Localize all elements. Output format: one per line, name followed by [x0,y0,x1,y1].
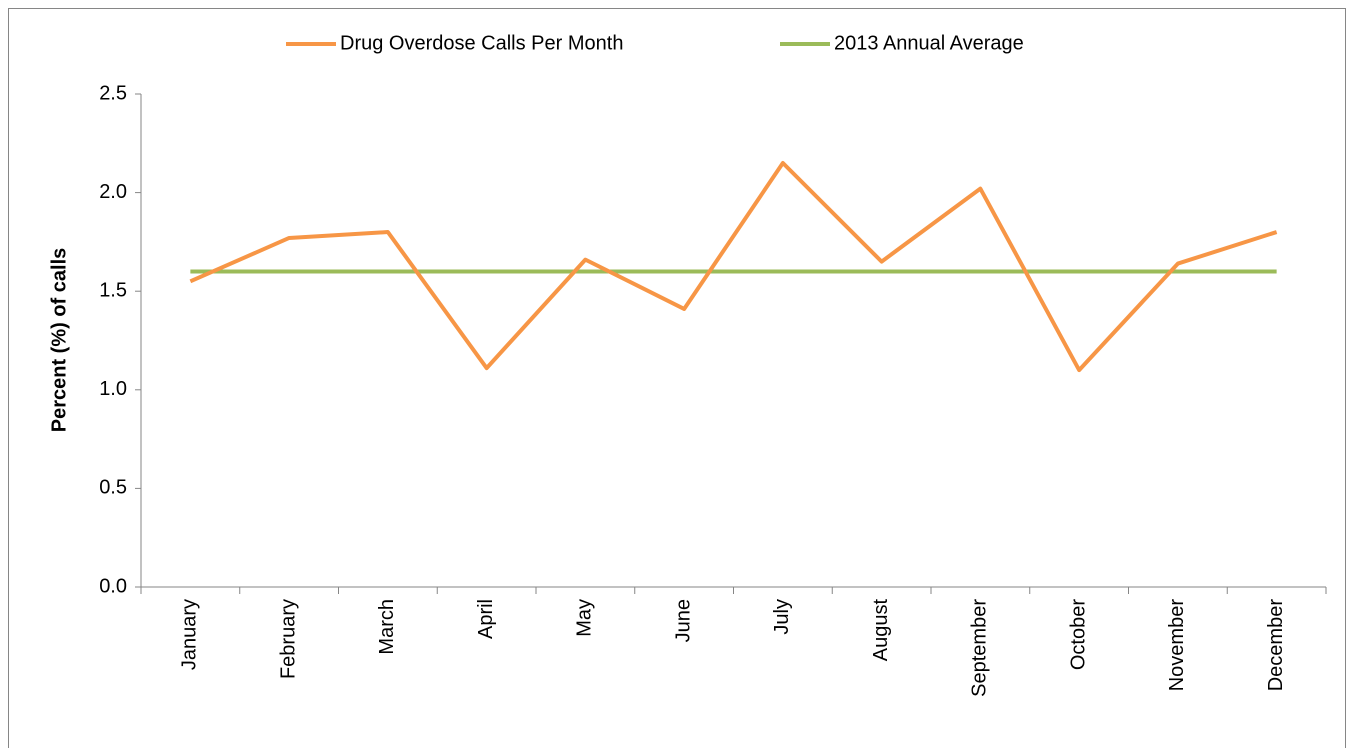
x-tick-label: November [1166,599,1188,692]
chart-frame [8,8,1346,748]
x-tick-label: January [179,599,201,670]
legend-label: Drug Overdose Calls Per Month [340,32,623,54]
x-tick-label: June [672,599,694,642]
x-tick-label: October [1067,599,1089,670]
x-tick-label: March [376,599,398,655]
y-axis-label: Percent (%) of calls [48,248,70,433]
series-line [189,161,1278,373]
y-tick-label: 2.5 [99,82,127,104]
y-tick-label: 2.0 [99,181,127,203]
x-tick-label: May [574,599,596,637]
x-tick-label: August [870,599,892,662]
x-tick-label: September [969,599,991,697]
y-tick-label: 0.0 [99,575,127,597]
legend-label: 2013 Annual Average [834,32,1024,54]
x-tick-label: April [475,599,497,639]
x-tick-label: February [277,599,299,679]
x-tick-label: December [1265,599,1287,692]
y-tick-label: 1.0 [99,378,127,400]
y-tick-label: 0.5 [99,477,127,499]
x-tick-label: July [771,599,793,635]
y-tick-label: 1.5 [99,279,127,301]
